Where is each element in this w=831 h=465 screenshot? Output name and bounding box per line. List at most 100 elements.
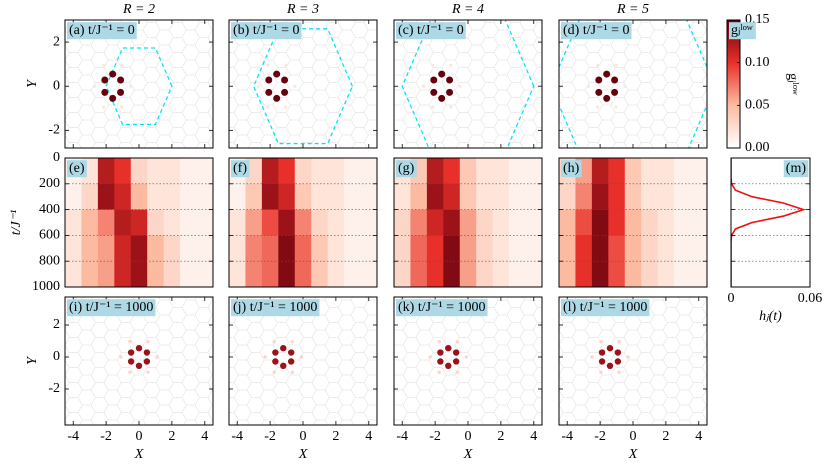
heat-cell xyxy=(130,261,148,287)
heat-cell xyxy=(294,183,312,210)
panel-label-bg xyxy=(67,22,137,40)
heat-cell xyxy=(360,183,377,210)
lattice xyxy=(229,297,377,425)
site-point xyxy=(280,344,287,352)
x-tick-label: -2 xyxy=(594,429,606,444)
site-point xyxy=(431,63,435,67)
x-tick-label: 0 xyxy=(630,429,637,444)
heat-cell xyxy=(492,158,510,185)
heat-cell xyxy=(657,261,675,287)
heat-cell xyxy=(360,209,377,236)
site-point xyxy=(128,370,132,374)
heat-cell xyxy=(114,209,132,236)
heat-cell xyxy=(690,158,707,185)
y-tick-label: 0 xyxy=(53,150,60,165)
heat-cell xyxy=(311,235,328,262)
site-point xyxy=(617,370,621,374)
y-axis-label: t/J⁻¹ xyxy=(9,210,24,236)
heat-cell xyxy=(344,235,361,262)
panel-label-bg xyxy=(561,299,650,317)
heat-cell xyxy=(344,261,361,287)
heat-cell xyxy=(657,235,675,262)
panel-label-bg xyxy=(231,160,250,178)
site-point xyxy=(445,344,452,352)
site-point xyxy=(431,105,435,109)
plot-area xyxy=(559,158,707,287)
x-tick-label: 0 xyxy=(465,429,472,444)
site-point xyxy=(598,349,606,356)
heat-cell xyxy=(426,158,444,185)
heat-cell xyxy=(674,158,691,185)
heat-cell xyxy=(229,209,246,236)
plot-area xyxy=(65,20,213,148)
site-point xyxy=(422,84,426,88)
heat-cell xyxy=(278,183,296,210)
heat-cell xyxy=(311,158,328,185)
site-point xyxy=(449,63,453,67)
y-tick-label: 0 xyxy=(53,349,60,364)
site-point xyxy=(272,340,276,344)
site-point xyxy=(455,370,460,374)
heat-cell xyxy=(130,158,148,185)
site-point xyxy=(596,105,600,109)
heat-cell xyxy=(294,235,312,262)
colorbar xyxy=(727,20,740,148)
site-point xyxy=(599,340,603,344)
heat-cell xyxy=(196,158,213,185)
site-point xyxy=(603,94,611,102)
heat-cell xyxy=(591,261,609,287)
site-point xyxy=(623,84,627,88)
site-point xyxy=(606,344,614,352)
site-point xyxy=(127,358,135,365)
site-point xyxy=(128,340,132,344)
heat-cell xyxy=(327,183,345,210)
panel-label-bg xyxy=(396,160,417,178)
x-tick-label: 4 xyxy=(695,429,702,444)
axes-frame xyxy=(64,157,214,288)
x-tick-label: -2 xyxy=(429,429,441,444)
x-tick-label: 4 xyxy=(365,429,372,444)
x-tick-label: 2 xyxy=(168,429,175,444)
heat-cell xyxy=(180,209,197,236)
heat-cell xyxy=(65,235,82,262)
lattice xyxy=(229,20,377,148)
heat-cell xyxy=(575,183,593,210)
heat-cell xyxy=(261,261,279,287)
y-tick-label: 2 xyxy=(53,34,60,49)
site-point xyxy=(614,349,622,356)
heat-cell xyxy=(229,261,246,287)
panel-label-bg xyxy=(396,299,488,317)
site-point xyxy=(272,370,276,374)
heat-cell xyxy=(360,235,377,262)
heat-cell xyxy=(410,235,428,262)
heat-cell xyxy=(525,209,542,236)
heat-cell xyxy=(163,158,181,185)
site-point xyxy=(596,63,600,67)
site-point xyxy=(464,355,469,359)
panel-label: (m) xyxy=(786,161,807,176)
heat-cell xyxy=(608,158,626,185)
x-tick-label: 2 xyxy=(497,429,504,444)
site-point xyxy=(437,340,441,344)
heat-cell xyxy=(476,158,493,185)
site-point xyxy=(101,76,109,84)
heat-cell xyxy=(163,235,181,262)
site-point xyxy=(595,76,603,84)
heat-cell xyxy=(196,183,213,210)
heat-cell xyxy=(476,261,493,287)
panel-label: (l) t/J⁻¹ = 1000 xyxy=(563,300,647,315)
y-tick-label: 200 xyxy=(39,176,60,191)
y-axis-label: Y xyxy=(25,78,40,88)
heat-cell xyxy=(690,209,707,236)
x-tick-label: 2 xyxy=(332,429,339,444)
heat-cell xyxy=(327,209,345,236)
plot-area xyxy=(731,158,806,287)
heat-cell xyxy=(394,209,411,236)
heat-cell xyxy=(327,158,345,185)
site-point xyxy=(102,63,106,67)
site-point xyxy=(290,340,295,344)
heat-cell xyxy=(426,183,444,210)
heat-cell xyxy=(278,261,296,287)
y-tick-label: 1000 xyxy=(32,279,60,294)
heat-cell xyxy=(674,261,691,287)
